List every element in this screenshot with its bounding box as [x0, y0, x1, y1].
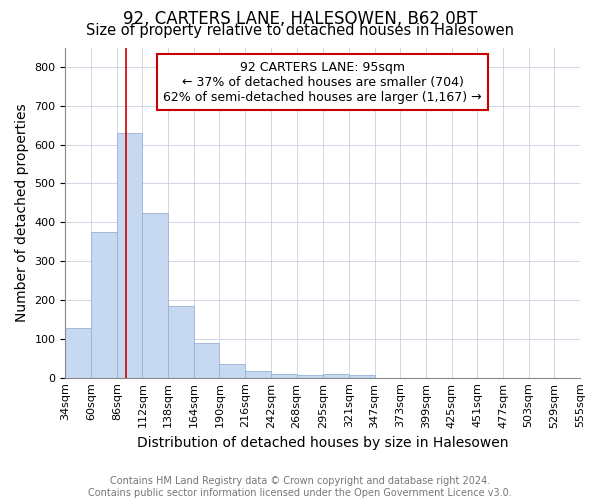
Text: 92, CARTERS LANE, HALESOWEN, B62 0BT: 92, CARTERS LANE, HALESOWEN, B62 0BT — [123, 10, 477, 28]
Text: 92 CARTERS LANE: 95sqm
← 37% of detached houses are smaller (704)
62% of semi-de: 92 CARTERS LANE: 95sqm ← 37% of detached… — [163, 60, 482, 104]
Text: Contains HM Land Registry data © Crown copyright and database right 2024.
Contai: Contains HM Land Registry data © Crown c… — [88, 476, 512, 498]
Text: Size of property relative to detached houses in Halesowen: Size of property relative to detached ho… — [86, 22, 514, 38]
Y-axis label: Number of detached properties: Number of detached properties — [15, 104, 29, 322]
X-axis label: Distribution of detached houses by size in Halesowen: Distribution of detached houses by size … — [137, 436, 508, 450]
